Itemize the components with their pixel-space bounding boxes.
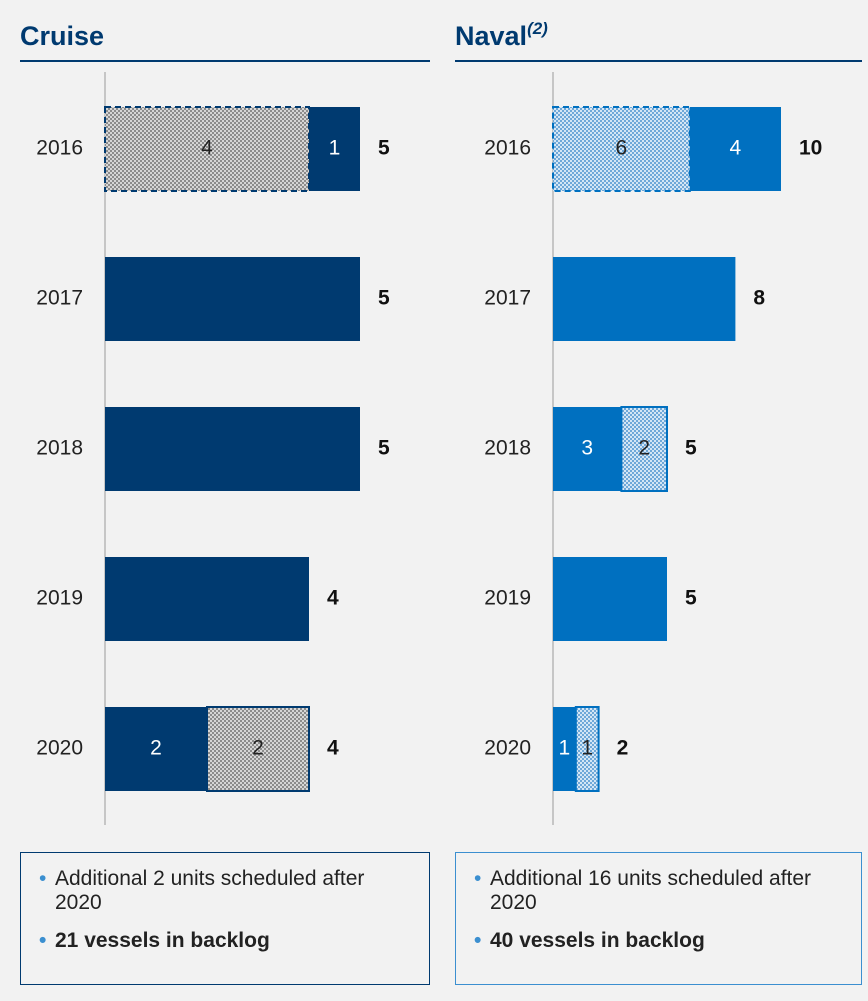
category-label: 2019 xyxy=(36,587,83,610)
segment-label: 4 xyxy=(730,137,742,160)
bar-segment xyxy=(553,557,667,641)
note-box: Additional 16 units scheduled after 2020… xyxy=(455,852,862,985)
hatched-segment xyxy=(552,106,691,192)
bar-segment xyxy=(553,257,736,341)
total-label: 5 xyxy=(378,287,390,310)
note-item: 40 vessels in backlog xyxy=(474,929,847,953)
category-label: 2020 xyxy=(484,737,531,760)
category-label: 2018 xyxy=(36,437,83,460)
total-label: 2 xyxy=(617,737,629,760)
title-note: (2) xyxy=(527,19,548,38)
segment-label: 2 xyxy=(150,737,162,760)
total-label: 4 xyxy=(327,737,339,760)
bar-segment xyxy=(105,557,309,641)
bar-segment xyxy=(105,257,360,341)
category-label: 2017 xyxy=(484,287,531,310)
panel-title: Naval(2) xyxy=(455,19,548,51)
note-item: Additional 2 units scheduled after 2020 xyxy=(39,867,415,915)
total-label: 5 xyxy=(378,137,390,160)
hatched-segment xyxy=(206,706,310,792)
bar-segment xyxy=(105,407,360,491)
bar-segment xyxy=(553,707,576,791)
note-box: Additional 2 units scheduled after 2020 2… xyxy=(20,852,430,985)
category-label: 2017 xyxy=(36,287,83,310)
total-label: 4 xyxy=(327,587,339,610)
segment-label: 3 xyxy=(581,437,593,460)
hatched-segment xyxy=(574,706,600,792)
note-item: 21 vessels in backlog xyxy=(39,929,415,953)
category-label: 2016 xyxy=(36,137,83,160)
bar-segment xyxy=(553,407,622,491)
panel-title: Cruise xyxy=(20,21,104,51)
bar-segment xyxy=(309,107,360,191)
total-label: 5 xyxy=(685,587,697,610)
segment-label: 2 xyxy=(252,737,264,760)
segment-label: 1 xyxy=(559,737,571,760)
segment-label: 6 xyxy=(616,137,628,160)
total-label: 5 xyxy=(378,437,390,460)
hatched-segment xyxy=(104,106,310,192)
category-label: 2020 xyxy=(36,737,83,760)
total-label: 10 xyxy=(799,137,822,160)
total-label: 5 xyxy=(685,437,697,460)
category-label: 2016 xyxy=(484,137,531,160)
category-label: 2019 xyxy=(484,587,531,610)
bar-segment xyxy=(689,107,781,191)
segment-label: 2 xyxy=(638,437,650,460)
note-item: Additional 16 units scheduled after 2020 xyxy=(474,867,847,915)
segment-label: 4 xyxy=(201,137,213,160)
hatched-segment xyxy=(620,406,669,492)
segment-label: 1 xyxy=(329,137,341,160)
category-label: 2018 xyxy=(484,437,531,460)
segment-label: 1 xyxy=(581,737,593,760)
total-label: 8 xyxy=(753,287,765,310)
bar-segment xyxy=(105,707,207,791)
